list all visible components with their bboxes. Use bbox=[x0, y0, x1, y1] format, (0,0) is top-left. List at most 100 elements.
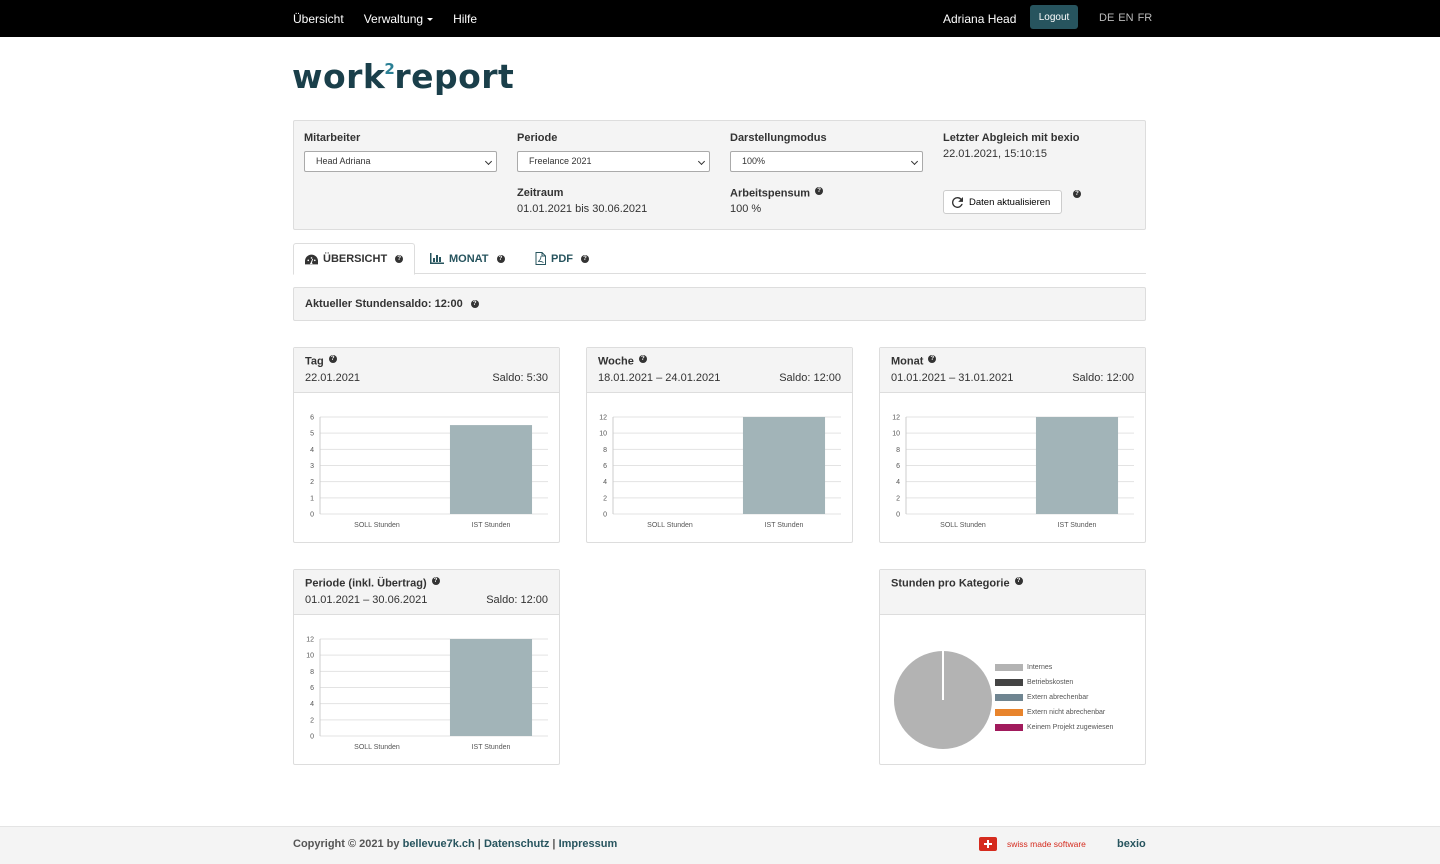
card-saldo: Saldo: 5:30 bbox=[492, 372, 548, 384]
y-tick-label: 0 bbox=[310, 734, 314, 741]
user-name: Adriana Head bbox=[943, 12, 1017, 26]
lang-de[interactable]: DE bbox=[1099, 12, 1115, 24]
imprint-link[interactable]: Impressum bbox=[558, 838, 618, 850]
bellevue-link[interactable]: bellevue7k.ch bbox=[402, 838, 475, 850]
card-title: Monat? bbox=[891, 355, 937, 368]
chevron-down-icon bbox=[910, 157, 919, 166]
y-tick-label: 4 bbox=[310, 447, 314, 454]
card-week-header: Woche? 18.01.2021 – 24.01.2021 Saldo: 12… bbox=[587, 348, 852, 393]
y-tick-label: 12 bbox=[892, 415, 900, 422]
caret-down-icon bbox=[427, 18, 434, 22]
app-logo[interactable]: work2report bbox=[292, 57, 514, 96]
employee-select[interactable]: Head Adriana bbox=[304, 151, 497, 172]
legend-swatch bbox=[995, 664, 1023, 671]
card-title-text: Woche bbox=[598, 355, 634, 368]
bar bbox=[742, 417, 826, 514]
card-day-header: Tag? 22.01.2021 Saldo: 5:30 bbox=[294, 348, 559, 393]
bexio-logo[interactable]: bexio bbox=[1117, 838, 1146, 850]
legend-swatch bbox=[995, 679, 1023, 686]
help-icon[interactable]: ? bbox=[638, 355, 647, 363]
x-category-label: SOLL Stunden bbox=[354, 522, 400, 529]
tab-monat[interactable]: MONAT ? bbox=[419, 243, 516, 274]
help-icon[interactable]: ? bbox=[581, 254, 589, 263]
logout-button[interactable]: Logout bbox=[1030, 5, 1078, 29]
employee-select-value: Head Adriana bbox=[316, 156, 371, 166]
y-tick-label: 0 bbox=[310, 512, 314, 519]
y-tick-label: 10 bbox=[892, 431, 900, 438]
refresh-icon bbox=[952, 196, 963, 208]
period-select[interactable]: Freelance 2021 bbox=[517, 151, 710, 172]
pdf-file-icon bbox=[535, 252, 546, 265]
card-date: 01.01.2021 – 30.06.2021 bbox=[305, 594, 428, 606]
y-tick-label: 8 bbox=[896, 447, 900, 454]
filter-panel: Mitarbeiter Head Adriana Periode Freelan… bbox=[293, 120, 1146, 230]
help-icon[interactable]: ? bbox=[496, 254, 505, 263]
card-month-header: Monat? 01.01.2021 – 31.01.2021 Saldo: 12… bbox=[880, 348, 1145, 393]
card-title: Stunden pro Kategorie? bbox=[891, 577, 1023, 590]
footer: Copyright © 2021 by bellevue7k.ch | Date… bbox=[0, 826, 1440, 864]
mode-select[interactable]: 100% bbox=[730, 151, 923, 172]
workload-label-text: Arbeitspensum bbox=[730, 187, 811, 200]
refresh-data-button[interactable]: Daten aktualisieren bbox=[943, 190, 1062, 214]
x-category-label: IST Stunden bbox=[765, 522, 804, 529]
nav-uebersicht[interactable]: Übersicht bbox=[293, 12, 344, 26]
lang-en[interactable]: EN bbox=[1118, 12, 1134, 24]
y-tick-label: 8 bbox=[603, 447, 607, 454]
help-icon[interactable]: ? bbox=[815, 187, 824, 195]
y-tick-label: 5 bbox=[310, 431, 314, 438]
legend-item[interactable]: Extern abrechenbar bbox=[995, 690, 1113, 705]
legend-swatch bbox=[995, 709, 1023, 716]
category-pie-chart bbox=[894, 651, 992, 749]
y-tick-label: 4 bbox=[896, 479, 900, 486]
nav-verwaltung[interactable]: Verwaltung bbox=[364, 12, 434, 26]
day-bar-chart: 0 1 2 3 4 5 6 SOLL Stunden IST Stunden bbox=[310, 415, 548, 529]
legend-item[interactable]: Internes bbox=[995, 660, 1113, 675]
privacy-link[interactable]: Datenschutz bbox=[483, 838, 550, 850]
y-tick-label: 2 bbox=[310, 479, 314, 486]
y-tick-label: 2 bbox=[896, 495, 900, 502]
help-icon[interactable]: ? bbox=[470, 300, 479, 309]
y-tick-label: 6 bbox=[896, 463, 900, 470]
y-tick-label: 2 bbox=[310, 717, 314, 724]
card-day: Tag? 22.01.2021 Saldo: 5:30 0 1 2 3 4 5 6 SOLL … bbox=[293, 347, 560, 543]
legend-swatch bbox=[995, 724, 1023, 731]
bar bbox=[449, 639, 533, 736]
y-tick-label: 0 bbox=[603, 512, 607, 519]
nav-hilfe[interactable]: Hilfe bbox=[453, 12, 478, 26]
x-category-label: IST Stunden bbox=[472, 522, 511, 529]
y-tick-label: 3 bbox=[310, 463, 314, 470]
mode-select-value: 100% bbox=[742, 156, 766, 166]
swiss-flag-icon bbox=[979, 837, 997, 851]
card-period: Periode (inkl. Übertrag)? 01.01.2021 – 3… bbox=[293, 569, 560, 765]
mode-label: Darstellungmodus bbox=[730, 132, 827, 144]
dashboard-icon bbox=[305, 254, 318, 265]
tab-pdf[interactable]: PDF ? bbox=[524, 243, 600, 274]
help-icon[interactable]: ? bbox=[928, 355, 937, 363]
legend-item[interactable]: Extern nicht abrechenbar bbox=[995, 705, 1113, 720]
help-icon[interactable]: ? bbox=[328, 355, 337, 363]
top-navbar: Übersicht Verwaltung Hilfe Adriana Head … bbox=[0, 0, 1440, 37]
help-icon[interactable]: ? bbox=[1014, 577, 1023, 585]
card-title-text: Tag bbox=[305, 355, 324, 368]
y-tick-label: 6 bbox=[310, 685, 314, 692]
help-icon[interactable]: ? bbox=[431, 577, 440, 585]
tab-uebersicht[interactable]: ÜBERSICHT ? bbox=[293, 243, 416, 275]
x-category-label: SOLL Stunden bbox=[647, 522, 693, 529]
sync-value: 22.01.2021, 15:10:15 bbox=[943, 148, 1047, 160]
logo-sup: 2 bbox=[384, 60, 396, 78]
legend-item[interactable]: Keinem Projekt zugewiesen bbox=[995, 720, 1113, 735]
y-tick-label: 0 bbox=[896, 512, 900, 519]
swiss-made-text: swiss made software bbox=[1007, 839, 1086, 849]
legend-label: Betriebskosten bbox=[1027, 679, 1074, 686]
help-icon[interactable]: ? bbox=[395, 255, 404, 263]
help-icon[interactable]: ? bbox=[1073, 190, 1081, 198]
lang-fr[interactable]: FR bbox=[1137, 12, 1153, 24]
card-saldo: Saldo: 12:00 bbox=[1072, 372, 1134, 384]
period-select-value: Freelance 2021 bbox=[529, 156, 592, 166]
legend-label: Internes bbox=[1027, 664, 1053, 671]
sync-label: Letzter Abgleich mit bexio bbox=[943, 132, 1080, 144]
legend-item[interactable]: Betriebskosten bbox=[995, 675, 1113, 690]
logo-part2: report bbox=[394, 57, 515, 96]
chevron-down-icon bbox=[697, 157, 706, 166]
copyright-text: Copyright © 2021 by bbox=[293, 838, 400, 850]
